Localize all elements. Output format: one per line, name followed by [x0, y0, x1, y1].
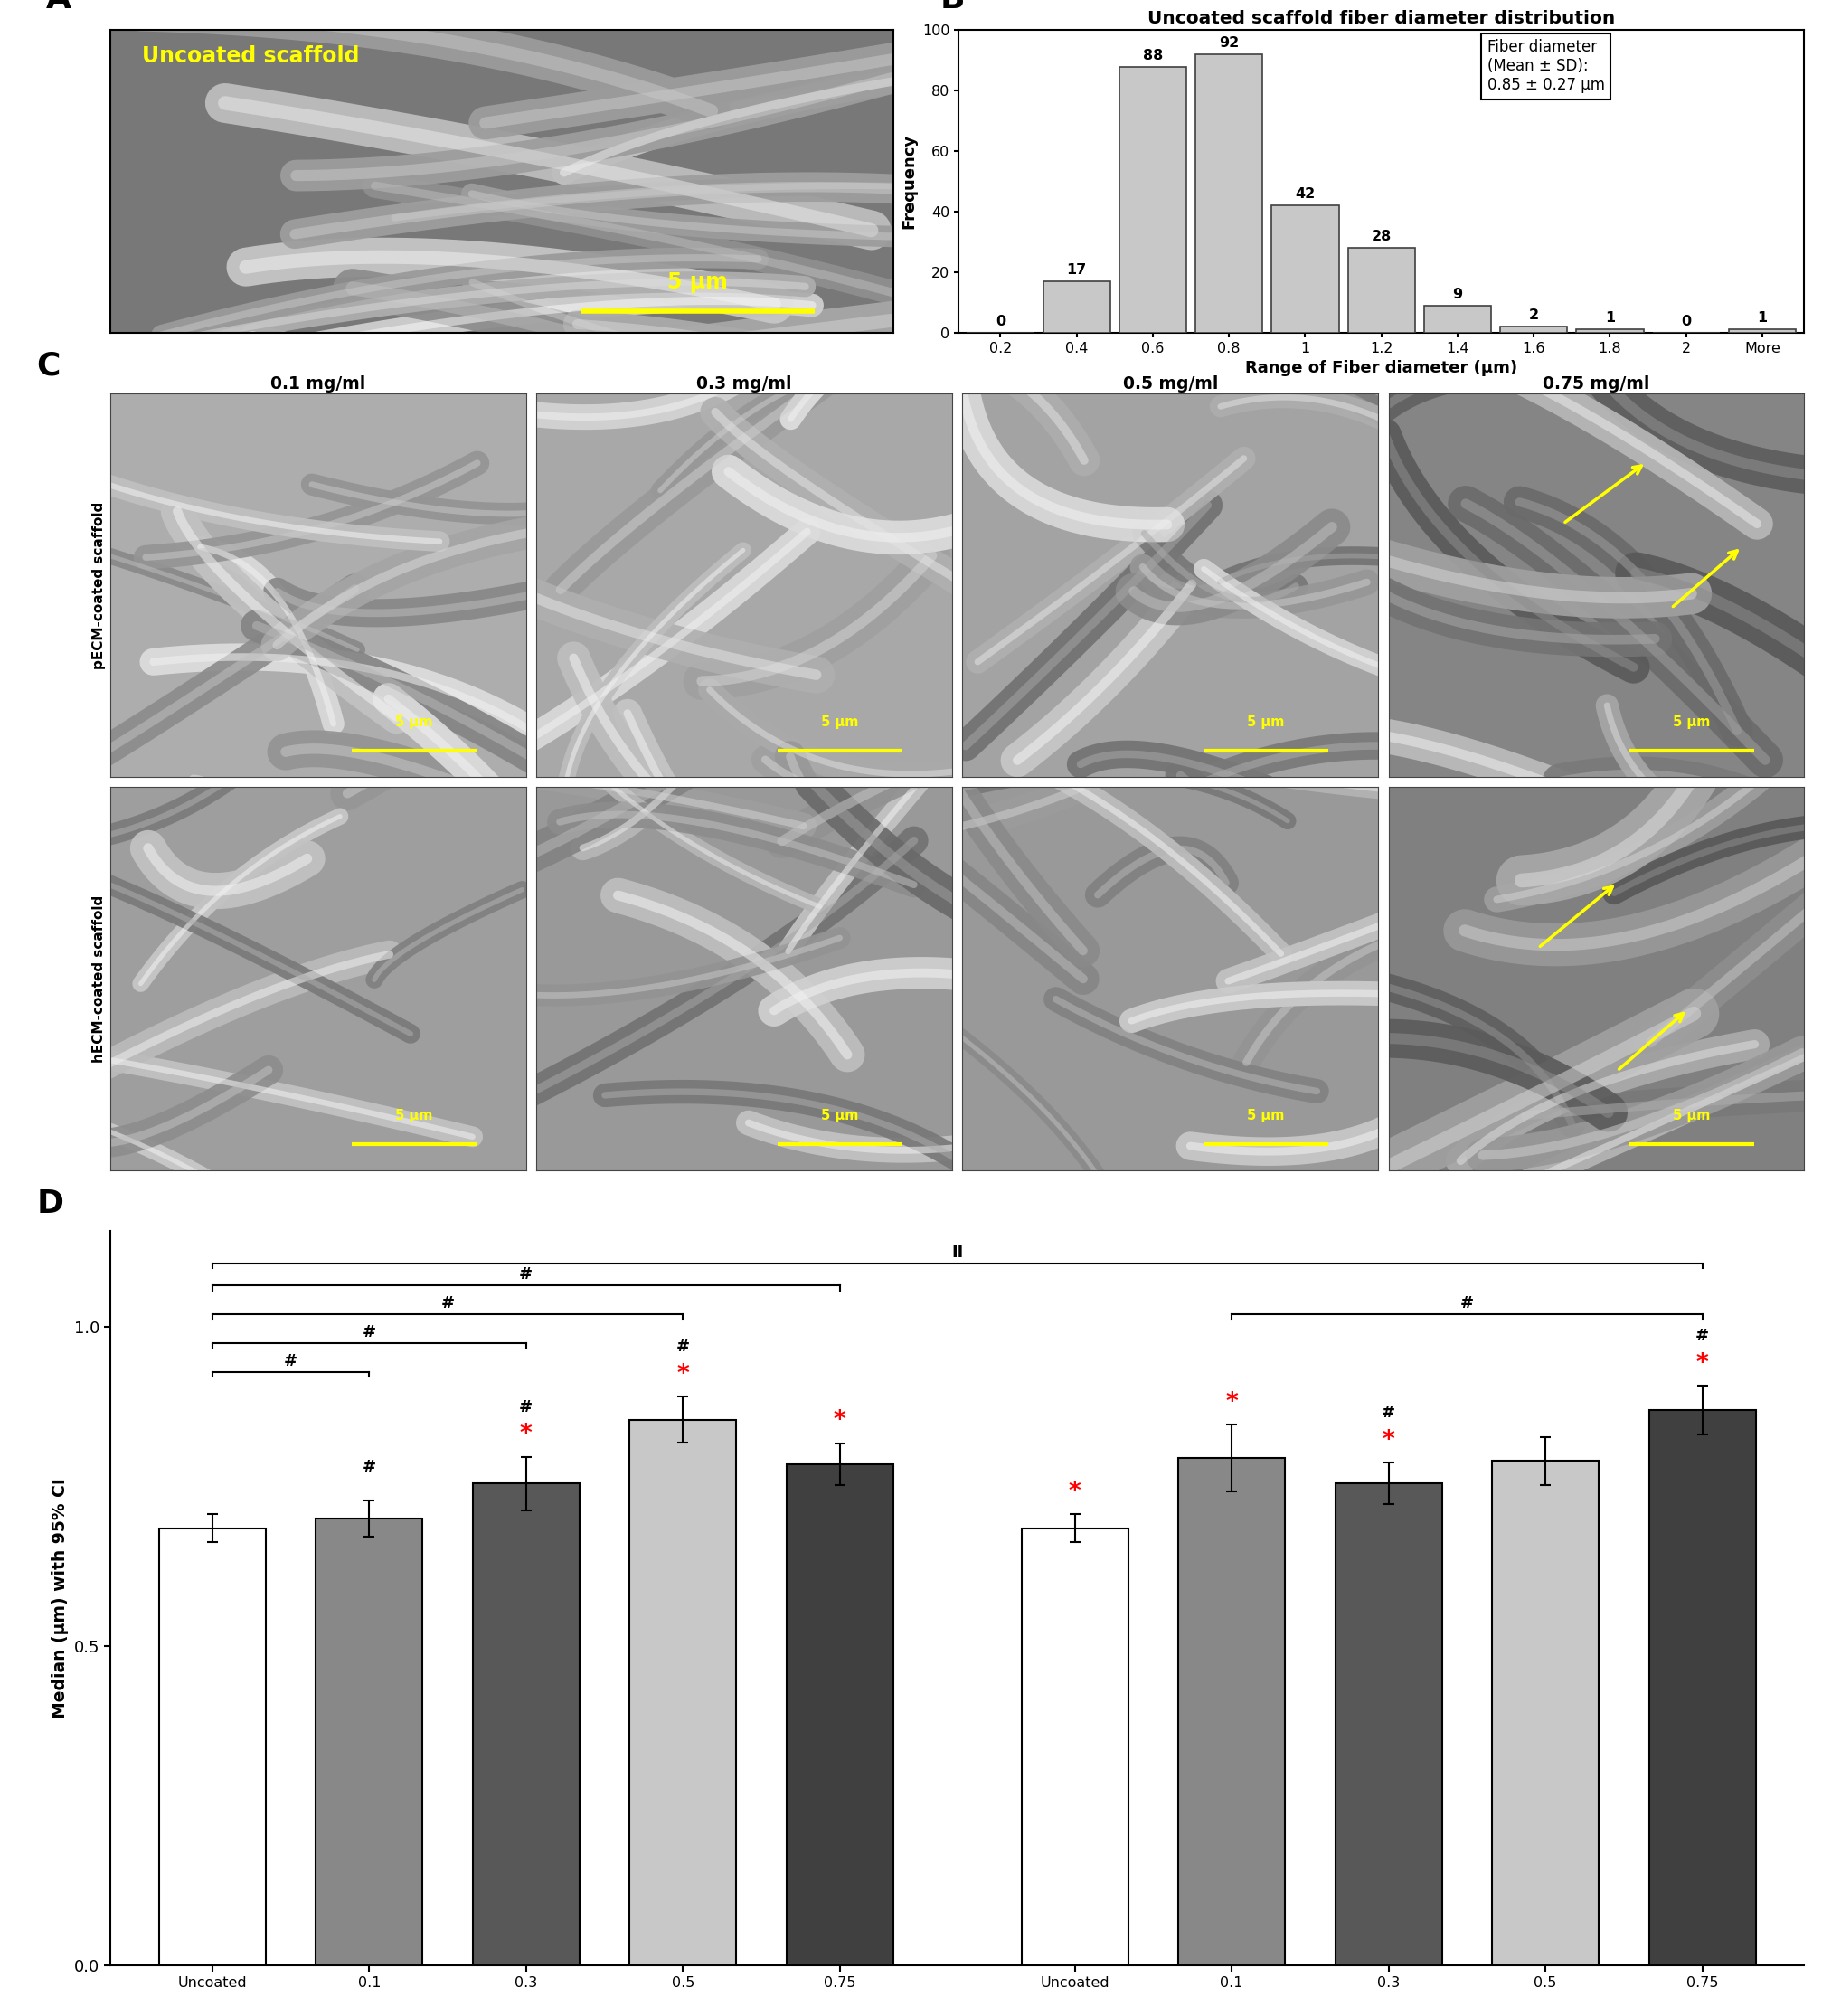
Title: 0.75 mg/ml: 0.75 mg/ml [1543, 375, 1650, 393]
Bar [473, 1484, 580, 1966]
Text: 28: 28 [1372, 230, 1392, 244]
Text: 5 μm: 5 μm [821, 716, 858, 730]
Text: 5 μm: 5 μm [821, 1109, 858, 1123]
Text: C: C [37, 351, 61, 381]
Text: 5 μm: 5 μm [1246, 1109, 1285, 1123]
Text: *: * [677, 1363, 689, 1387]
Bar [1335, 1484, 1442, 1966]
Text: #: # [363, 1460, 376, 1476]
Bar [1119, 67, 1186, 333]
Text: *: * [1226, 1391, 1237, 1415]
Text: *: * [1070, 1480, 1081, 1504]
Bar [1650, 1409, 1756, 1966]
Bar [1348, 248, 1416, 333]
Text: 1: 1 [1758, 312, 1767, 325]
X-axis label: Range of Fiber diameter (μm): Range of Fiber diameter (μm) [1245, 361, 1517, 377]
Text: 0: 0 [996, 314, 1005, 329]
Y-axis label: Median (μm) with 95% CI: Median (μm) with 95% CI [52, 1478, 68, 1718]
Text: 1: 1 [1605, 312, 1615, 325]
Title: 0.3 mg/ml: 0.3 mg/ml [696, 375, 792, 393]
Bar [1044, 282, 1110, 333]
Bar [1491, 1462, 1598, 1966]
Text: II: II [952, 1244, 963, 1260]
Bar [630, 1419, 736, 1966]
Text: D: D [37, 1187, 64, 1220]
Title: Uncoated scaffold fiber diameter distribution: Uncoated scaffold fiber diameter distrib… [1147, 10, 1615, 28]
Text: *: * [1696, 1353, 1708, 1375]
Text: Fiber diameter
(Mean ± SD):
0.85 ± 0.27 μm: Fiber diameter (Mean ± SD): 0.85 ± 0.27 … [1488, 38, 1605, 93]
Text: 5 μm: 5 μm [396, 716, 433, 730]
Text: #: # [1383, 1405, 1395, 1421]
Bar [1500, 327, 1567, 333]
Bar [1195, 54, 1263, 333]
Title: 0.5 mg/ml: 0.5 mg/ml [1123, 375, 1219, 393]
Bar [1272, 206, 1338, 333]
Bar [1729, 331, 1795, 333]
Text: *: * [834, 1409, 845, 1433]
Bar [1022, 1528, 1129, 1966]
Text: 42: 42 [1294, 187, 1314, 202]
Bar [1576, 331, 1644, 333]
Text: 2: 2 [1528, 308, 1539, 323]
Text: *: * [519, 1423, 532, 1445]
Text: A: A [46, 0, 72, 14]
Bar [1425, 306, 1491, 333]
Text: #: # [1460, 1296, 1475, 1312]
Text: #: # [519, 1399, 532, 1415]
Bar [317, 1518, 423, 1966]
Text: #: # [1696, 1329, 1708, 1345]
Text: 5 μm: 5 μm [1673, 1109, 1710, 1123]
Text: 5 μm: 5 μm [1246, 716, 1285, 730]
Text: 92: 92 [1219, 36, 1239, 50]
Text: #: # [363, 1325, 376, 1341]
Text: #: # [519, 1266, 532, 1282]
Y-axis label: hECM-coated scaffold: hECM-coated scaffold [92, 895, 105, 1062]
Text: 5 μm: 5 μm [668, 272, 727, 294]
Text: #: # [676, 1339, 690, 1355]
Text: B: B [941, 0, 965, 14]
Y-axis label: Frequency: Frequency [900, 133, 917, 230]
Y-axis label: pECM-coated scaffold: pECM-coated scaffold [92, 502, 105, 669]
Bar [786, 1464, 893, 1966]
Text: Uncoated scaffold: Uncoated scaffold [142, 46, 359, 67]
Title: 0.1 mg/ml: 0.1 mg/ml [271, 375, 366, 393]
Text: 17: 17 [1066, 264, 1086, 276]
Bar [1178, 1458, 1285, 1966]
Text: 88: 88 [1143, 48, 1164, 62]
Text: #: # [440, 1296, 455, 1312]
Text: 5 μm: 5 μm [396, 1109, 433, 1123]
Bar [158, 1528, 265, 1966]
Text: #: # [284, 1353, 298, 1369]
Text: 5 μm: 5 μm [1673, 716, 1710, 730]
Text: 9: 9 [1453, 288, 1462, 300]
Text: 0: 0 [1681, 314, 1692, 329]
Text: *: * [1383, 1429, 1395, 1452]
